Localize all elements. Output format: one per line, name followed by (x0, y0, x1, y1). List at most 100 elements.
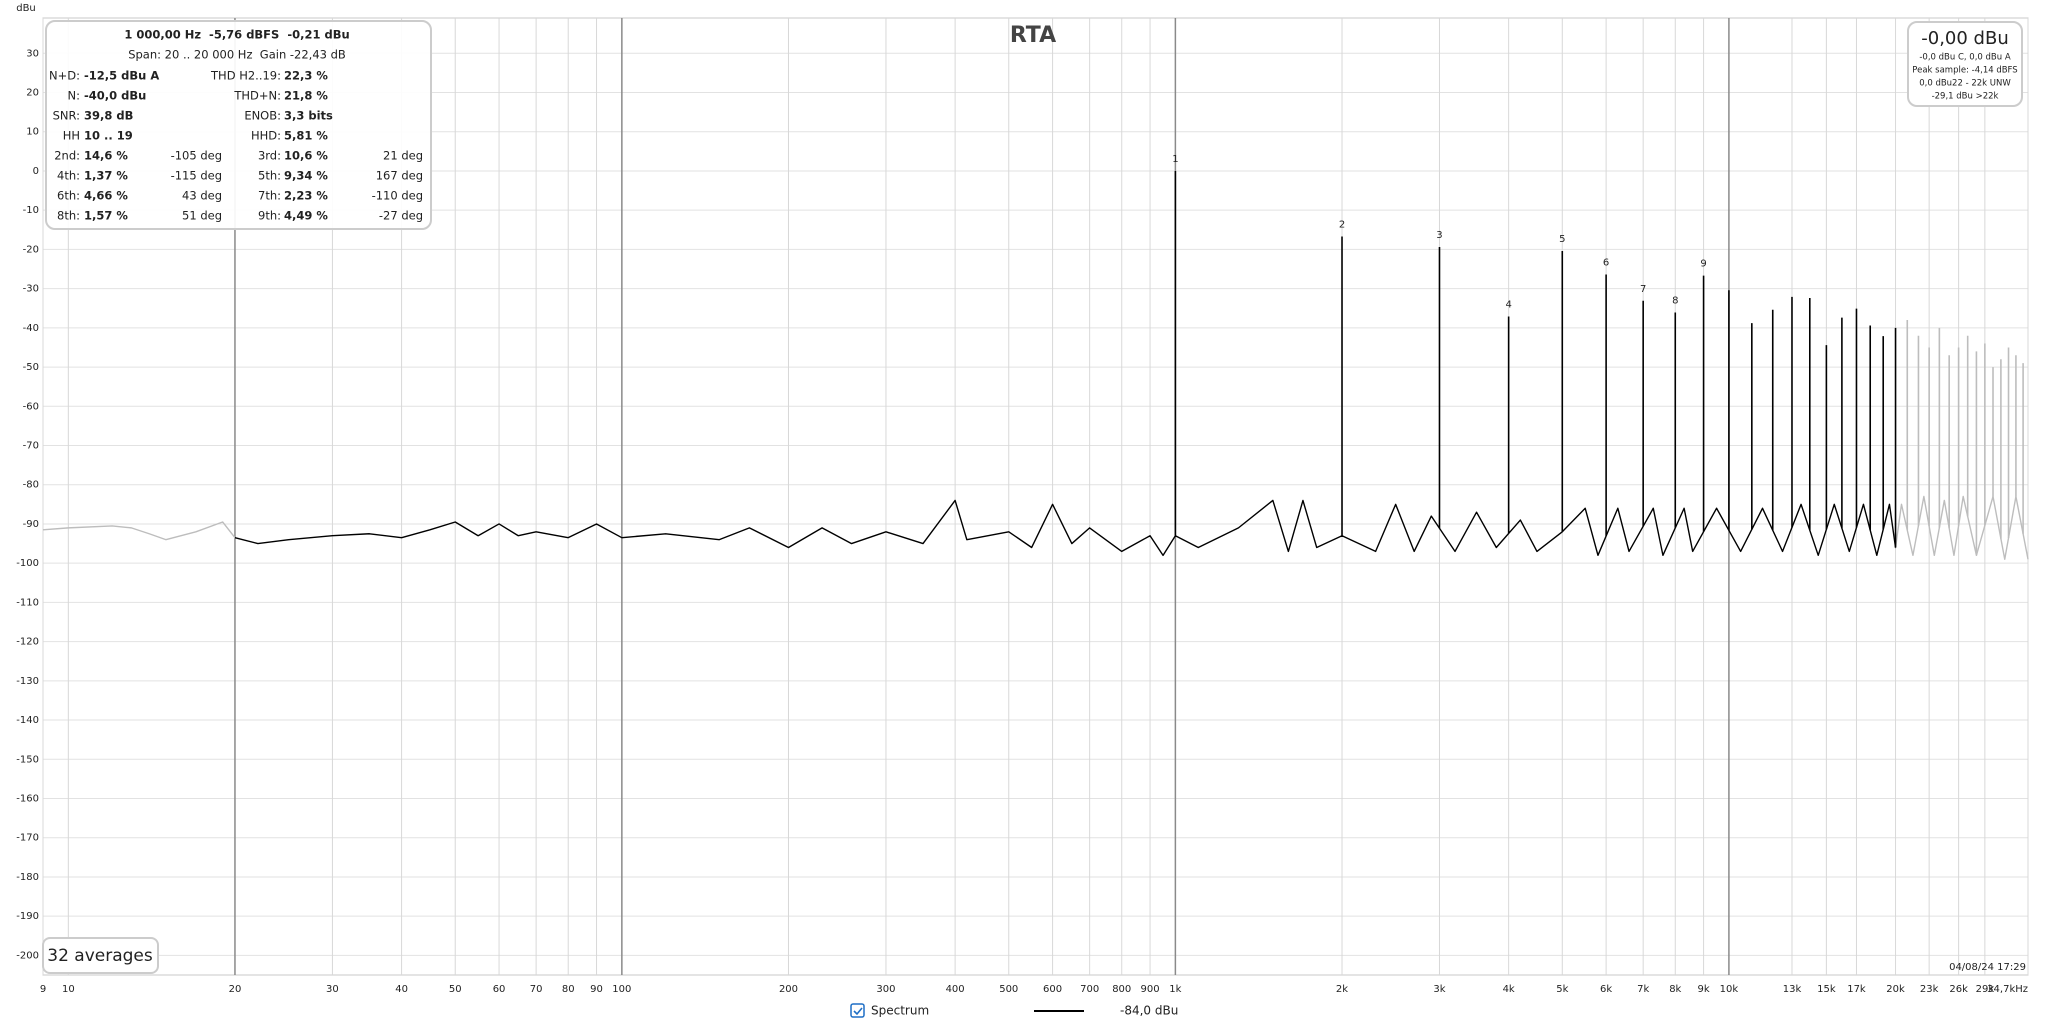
x-tick-label: 800 (1112, 984, 1131, 995)
y-tick-label: -80 (23, 480, 39, 491)
x-tick-label: 400 (946, 984, 965, 995)
x-tick-label: 90 (590, 984, 603, 995)
info-cell: 14,6 % (84, 149, 128, 163)
averages-box (42, 937, 159, 974)
x-tick-label: 100 (612, 984, 631, 995)
y-tick-label: -50 (23, 362, 39, 373)
x-tick-label: 10k (1720, 984, 1739, 995)
y-tick-label: 10 (26, 127, 39, 138)
x-tick-labels: 3020100-10-20-30-40-50-60-70-80-90-100-1… (16, 48, 2028, 995)
info-cell: SNR: (53, 109, 80, 123)
info-cell: N: (68, 89, 80, 103)
spectrum-line (42, 495, 2029, 560)
info-cell: 51 deg (182, 209, 222, 223)
peak-label: 1 (1172, 154, 1178, 165)
peak-label: 9 (1700, 259, 1706, 270)
x-tick-label: 50 (449, 984, 462, 995)
info-cell: 21 deg (383, 149, 423, 163)
y-tick-label: -100 (16, 558, 39, 569)
peak-label: 4 (1505, 299, 1511, 310)
y-axis-label: dBu (16, 3, 36, 14)
info-cell: 1,57 % (84, 209, 128, 223)
grid (42, 18, 2029, 975)
x-tick-label: 8k (1669, 984, 1681, 995)
traces: 1 2 3 4 5 6 7 8 9 (42, 154, 2029, 560)
y-tick-label: -190 (16, 911, 39, 922)
info-cell: 3rd: (258, 149, 281, 163)
info-cell: N+D: (49, 69, 80, 83)
info-cell: -40,0 dBu (84, 89, 146, 103)
x-tick-label: 500 (999, 984, 1018, 995)
y-tick-label: -60 (23, 401, 39, 412)
x-tick-label: 15k (1817, 984, 1836, 995)
x-tick-label: 60 (493, 984, 506, 995)
x-tick-label: 23k (1920, 984, 1939, 995)
info-cell: HH (63, 129, 80, 143)
checkmark (853, 1007, 863, 1016)
y-tick-label: 30 (26, 48, 39, 59)
peak-label: 3 (1436, 230, 1442, 241)
y-tick-label: -70 (23, 441, 39, 452)
peak-label: 2 (1339, 219, 1345, 230)
info-cell: -27 deg (379, 209, 423, 223)
x-tick-label: 29k (1976, 984, 1995, 995)
info-panel-text: 1 000,00 Hz -5,76 dBFS -0,21 dBu Span: 20… (49, 28, 423, 223)
info-cell: 167 deg (376, 169, 423, 183)
peak-label: 6 (1603, 258, 1609, 269)
x-tick-label: 6k (1600, 984, 1612, 995)
y-tick-label: -40 (23, 323, 39, 334)
info-cell: -105 deg (171, 149, 222, 163)
y-tick-label: -90 (23, 519, 39, 530)
level-detail: -29,1 dBu >22k (1932, 92, 1999, 102)
y-tick-label: -110 (16, 597, 39, 608)
y-tick-label: -170 (16, 833, 39, 844)
peak-label: 7 (1640, 284, 1646, 295)
legend-label[interactable]: Spectrum (871, 1004, 929, 1018)
info-cell: 21,8 % (284, 89, 328, 103)
x-tick-label: 13k (1783, 984, 1802, 995)
info-cell: 5,81 % (284, 129, 328, 143)
info-cell: 1,37 % (84, 169, 128, 183)
info-cell: 9th: (258, 209, 281, 223)
timestamp: 04/08/24 17:29 (1949, 962, 2026, 973)
x-tick-label: 70 (530, 984, 543, 995)
x-tick-label: 20 (229, 984, 242, 995)
y-tick-label: -150 (16, 754, 39, 765)
x-tick-label: 700 (1080, 984, 1099, 995)
info-cell: -110 deg (372, 189, 423, 203)
x-tick-label: 2k (1336, 984, 1348, 995)
info-panel (45, 20, 432, 230)
x-tick-label: 80 (562, 984, 575, 995)
info-cell: -115 deg (171, 169, 222, 183)
y-tick-label: -30 (23, 284, 39, 295)
info-header: 1 000,00 Hz -5,76 dBFS -0,21 dBu (124, 28, 349, 42)
y-tick-label: -160 (16, 794, 39, 805)
x-tick-label: 7k (1637, 984, 1649, 995)
info-cell: THD+N: (233, 89, 281, 103)
info-header: Span: 20 .. 20 000 Hz Gain -22,43 dB (128, 48, 346, 62)
averages: 32 averages (47, 946, 153, 966)
info-cell: THD H2..19: (210, 69, 281, 83)
peak-label: 5 (1559, 234, 1565, 245)
level-panel-text: -0,00 dBu -0,0 dBu C, 0,0 dBu A Peak sampl… (1912, 28, 2017, 102)
info-cell: HHD: (251, 129, 281, 143)
info-cell: 10 .. 19 (84, 129, 133, 143)
y-tick-label: 0 (33, 166, 39, 177)
level-main: -0,00 dBu (1921, 28, 2008, 49)
y-tick-label: -20 (23, 244, 39, 255)
level-detail: -0,0 dBu C, 0,0 dBu A (1919, 53, 2010, 63)
x-tick-label: 10 (62, 984, 75, 995)
y-tick-label: -140 (16, 715, 39, 726)
x-tick-label: 5k (1556, 984, 1568, 995)
x-tick-label: 4k (1503, 984, 1515, 995)
info-cell: 39,8 dB (84, 109, 133, 123)
info-cell: 4,66 % (84, 189, 128, 203)
info-cell: 7th: (258, 189, 281, 203)
legend-value: -84,0 dBu (1120, 1004, 1178, 1018)
level-detail: Peak sample: -4,14 dBFS (1912, 66, 2017, 76)
legend-checkbox[interactable] (850, 1003, 865, 1018)
info-cell: -12,5 dBu A (84, 69, 159, 83)
x-tick-label: 9 (40, 984, 46, 995)
